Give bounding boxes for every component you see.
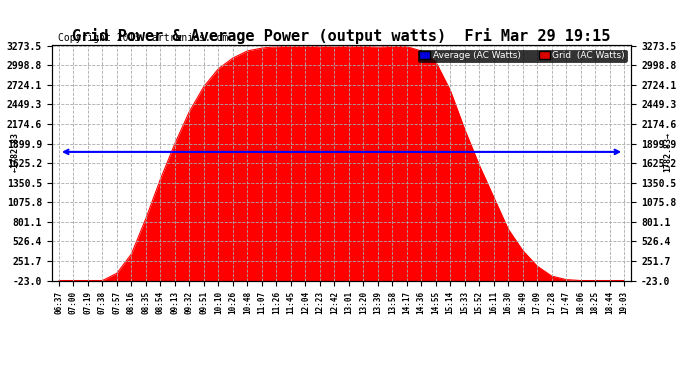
Legend: Average (AC Watts), Grid  (AC Watts): Average (AC Watts), Grid (AC Watts) — [417, 50, 627, 62]
Text: 1782.83→: 1782.83→ — [663, 132, 672, 172]
Text: ←1782.83: ←1782.83 — [11, 132, 20, 172]
Title: Grid Power & Average Power (output watts)  Fri Mar 29 19:15: Grid Power & Average Power (output watts… — [72, 28, 611, 44]
Text: Copyright 2013 Cartronics.com: Copyright 2013 Cartronics.com — [57, 33, 228, 43]
